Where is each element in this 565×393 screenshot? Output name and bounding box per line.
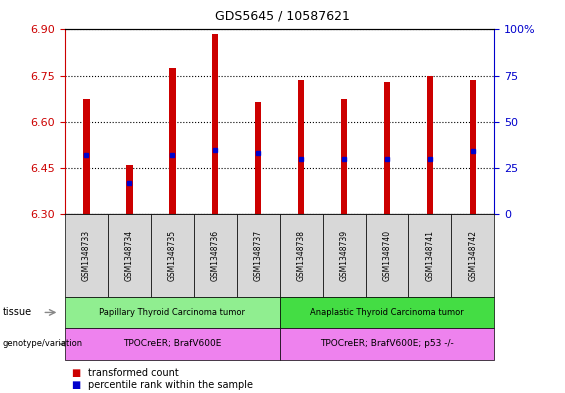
Text: GDS5645 / 10587621: GDS5645 / 10587621 <box>215 10 350 23</box>
Bar <box>83 99 90 214</box>
Text: Papillary Thyroid Carcinoma tumor: Papillary Thyroid Carcinoma tumor <box>99 308 245 317</box>
Text: ■: ■ <box>71 368 80 378</box>
Text: TPOCreER; BrafV600E; p53 -/-: TPOCreER; BrafV600E; p53 -/- <box>320 340 454 348</box>
Bar <box>126 165 133 214</box>
Text: GSM1348739: GSM1348739 <box>340 230 349 281</box>
Text: GSM1348740: GSM1348740 <box>383 230 392 281</box>
Text: GSM1348737: GSM1348737 <box>254 230 263 281</box>
Bar <box>470 80 476 214</box>
Bar <box>341 99 347 214</box>
Text: GSM1348742: GSM1348742 <box>468 230 477 281</box>
Bar <box>169 68 176 214</box>
Text: GSM1348741: GSM1348741 <box>425 230 434 281</box>
Text: GSM1348738: GSM1348738 <box>297 230 306 281</box>
Bar <box>255 102 262 214</box>
Bar <box>384 82 390 214</box>
Text: GSM1348735: GSM1348735 <box>168 230 177 281</box>
Text: Anaplastic Thyroid Carcinoma tumor: Anaplastic Thyroid Carcinoma tumor <box>310 308 464 317</box>
Text: tissue: tissue <box>3 307 32 318</box>
Text: percentile rank within the sample: percentile rank within the sample <box>88 380 253 390</box>
Text: GSM1348736: GSM1348736 <box>211 230 220 281</box>
Bar <box>427 76 433 214</box>
Bar <box>298 80 305 214</box>
Text: genotype/variation: genotype/variation <box>3 340 83 348</box>
Bar <box>212 34 219 214</box>
Text: ■: ■ <box>71 380 80 390</box>
Text: GSM1348733: GSM1348733 <box>82 230 91 281</box>
Text: GSM1348734: GSM1348734 <box>125 230 134 281</box>
Text: TPOCreER; BrafV600E: TPOCreER; BrafV600E <box>123 340 221 348</box>
Text: transformed count: transformed count <box>88 368 179 378</box>
